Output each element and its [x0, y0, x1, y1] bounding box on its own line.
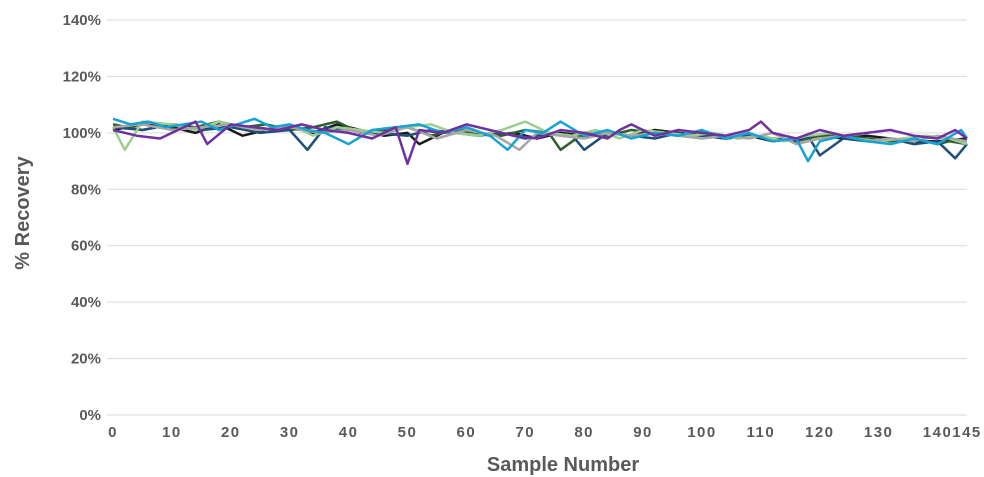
- x-tick-label: 145: [952, 424, 982, 441]
- series-line-7: [112, 120, 968, 166]
- y-tick-label: 0%: [79, 407, 101, 424]
- y-tick-label: 80%: [71, 181, 101, 198]
- x-tick-label: 90: [633, 424, 653, 441]
- x-tick-label: 130: [864, 424, 894, 441]
- x-tick-label: 100: [687, 424, 717, 441]
- y-tick-label: 100%: [63, 125, 101, 142]
- x-tick-label: 10: [162, 424, 182, 441]
- gridlines: [107, 19, 967, 416]
- x-tick-label: 70: [515, 424, 535, 441]
- data-series: [111, 117, 969, 166]
- x-tick-label: 110: [747, 424, 776, 441]
- x-tick-label: 60: [457, 424, 477, 441]
- y-tick-label: 140%: [63, 12, 101, 29]
- y-axis-label: % Recovery: [12, 155, 34, 269]
- x-tick-label: 20: [221, 424, 241, 441]
- x-axis-label: Sample Number: [487, 454, 639, 476]
- x-tick-label: 50: [398, 424, 418, 441]
- series-line-3: [112, 123, 968, 160]
- x-tick-label: 140: [923, 424, 953, 441]
- y-tick-label: 40%: [71, 294, 101, 311]
- x-tick-label: 80: [574, 424, 594, 441]
- x-tick-label: 120: [805, 424, 835, 441]
- x-tick-label: 30: [280, 424, 300, 441]
- y-tick-label: 60%: [71, 238, 101, 255]
- y-tick-label: 120%: [63, 68, 101, 85]
- y-tick-labels: 0% 20% 40% 60% 80% 100% 120% 140%: [63, 12, 101, 424]
- x-tick-label: 0: [108, 424, 118, 441]
- x-tick-label: 40: [339, 424, 359, 441]
- x-tick-labels: 0 10 20 30 40 50 60 70 80 90 100 110 120 130 140 145: [108, 424, 982, 441]
- y-tick-label: 20%: [71, 351, 101, 368]
